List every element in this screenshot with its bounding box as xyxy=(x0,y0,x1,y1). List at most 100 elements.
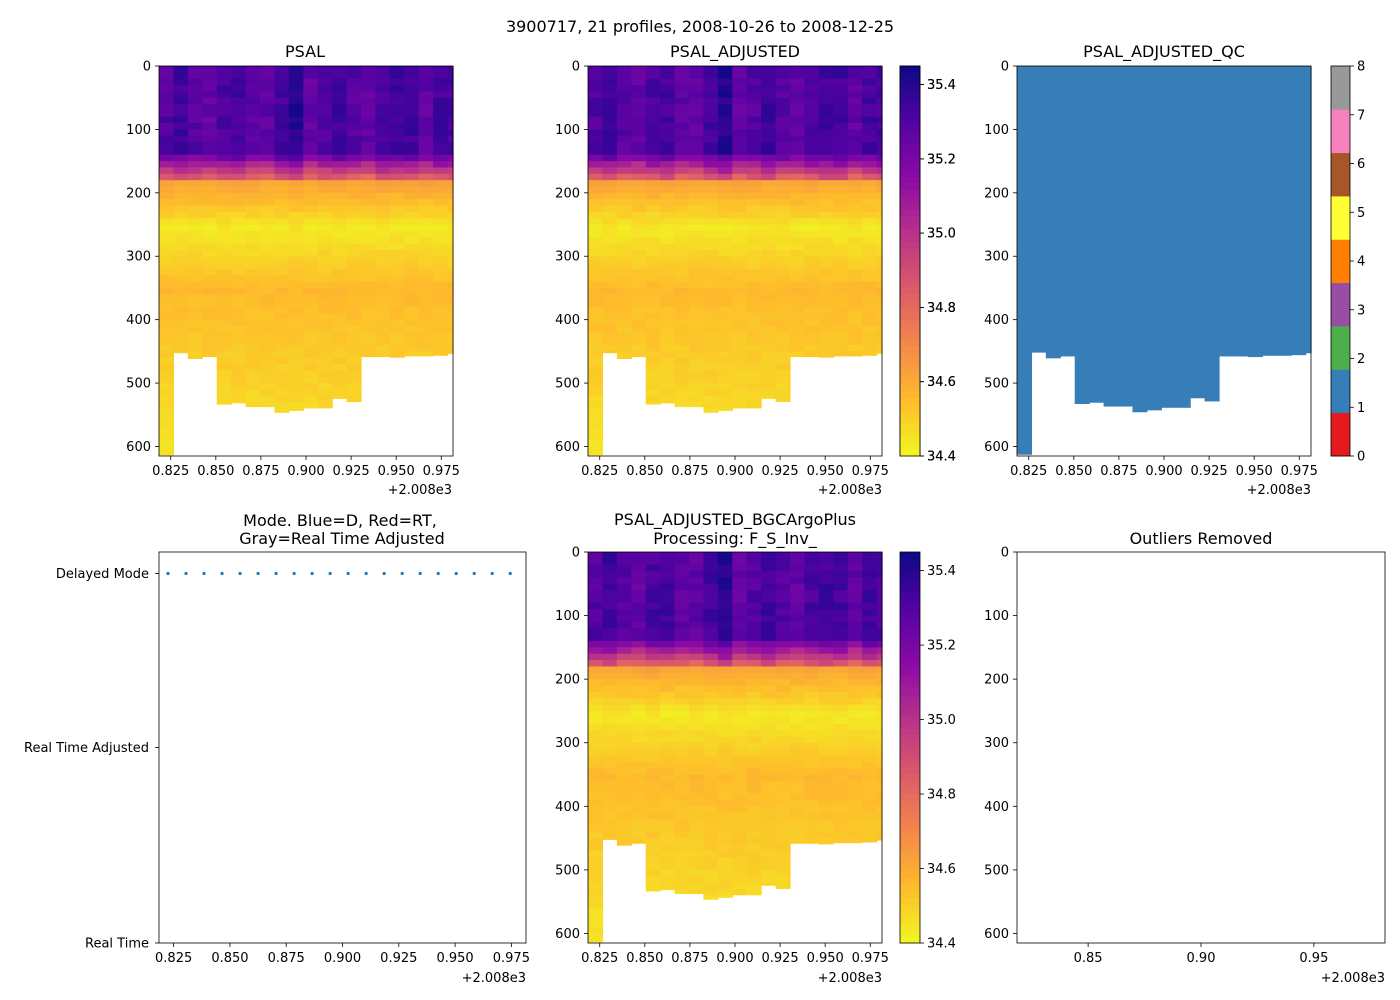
heatmap-cell xyxy=(660,857,676,865)
heatmap-cell xyxy=(317,123,333,131)
heatmap-cell xyxy=(274,249,290,257)
heatmap-cell xyxy=(173,199,189,207)
colorbar-step xyxy=(900,571,920,579)
heatmap-cell xyxy=(717,294,733,302)
heatmap-cells xyxy=(588,552,883,943)
heatmap-cell xyxy=(317,389,333,397)
heatmap-cell xyxy=(876,205,883,213)
heatmap-cell xyxy=(447,161,454,169)
heatmap-cell xyxy=(775,653,791,661)
heatmap-cell xyxy=(202,161,218,169)
heatmap-cell xyxy=(375,211,391,219)
heatmap-cell xyxy=(216,180,232,188)
heatmap-cell xyxy=(602,199,618,207)
heatmap-cell xyxy=(689,552,705,559)
heatmap-cell xyxy=(418,97,434,105)
heatmap-cell xyxy=(447,345,454,352)
heatmap-cell xyxy=(689,370,705,378)
heatmap-cell xyxy=(746,237,762,245)
heatmap-cell xyxy=(361,85,377,92)
heatmap-cell xyxy=(375,294,391,302)
heatmap-cell xyxy=(245,237,261,245)
heatmap-cell xyxy=(588,908,604,915)
heatmap-cell xyxy=(746,806,762,814)
colorbar-tick-label: 5 xyxy=(1357,206,1365,221)
heatmap-cell xyxy=(389,142,405,150)
heatmap-cell xyxy=(602,192,618,200)
heatmap-cell xyxy=(645,211,661,219)
heatmap-cell xyxy=(216,129,232,137)
heatmap-cell xyxy=(245,357,261,365)
heatmap-cell xyxy=(674,647,690,655)
heatmap-cell xyxy=(761,882,777,886)
heatmap-cell xyxy=(674,552,690,559)
heatmap-cell xyxy=(602,641,618,648)
heatmap-cell xyxy=(404,243,420,251)
heatmap-cell xyxy=(732,799,748,807)
heatmap-cell xyxy=(404,72,420,80)
heatmap-cell xyxy=(645,742,661,750)
heatmap-cell xyxy=(862,281,878,289)
heatmap-cell xyxy=(746,558,762,566)
heatmap-cell xyxy=(775,672,791,680)
heatmap-cell xyxy=(660,717,676,725)
heatmap-cell xyxy=(645,268,661,276)
heatmap-cell xyxy=(660,287,676,295)
heatmap-cell xyxy=(216,167,232,175)
heatmap-cell xyxy=(645,78,661,86)
x-tick-label: 0.950 xyxy=(378,464,415,479)
heatmap-cell xyxy=(660,192,676,200)
heatmap-cell xyxy=(804,704,820,712)
heatmap-cell xyxy=(231,224,247,232)
heatmap-cell xyxy=(346,154,362,162)
heatmap-cell xyxy=(433,142,449,150)
heatmap-cell xyxy=(346,116,362,124)
heatmap-cell xyxy=(674,844,690,852)
heatmap-cell xyxy=(588,205,604,213)
heatmap-cell xyxy=(847,628,863,636)
heatmap-cell xyxy=(876,749,883,757)
colorbar-step xyxy=(900,675,920,683)
heatmap-cell xyxy=(717,577,733,585)
heatmap-cell xyxy=(847,825,863,833)
heatmap-cell xyxy=(631,294,647,302)
heatmap-cell xyxy=(645,326,661,333)
heatmap-cell xyxy=(216,66,232,73)
heatmap-cell xyxy=(847,192,863,200)
heatmap-cell xyxy=(346,326,362,333)
heatmap-cell xyxy=(588,571,604,579)
heatmap-cell xyxy=(804,672,820,680)
heatmap-cell xyxy=(689,679,705,687)
heatmap-cell xyxy=(746,774,762,782)
colorbar-step xyxy=(900,682,920,690)
heatmap-cell xyxy=(732,774,748,782)
colorbar-tick-label: 35.2 xyxy=(927,152,956,167)
heatmap-cell xyxy=(689,110,705,118)
heatmap-cell xyxy=(833,306,849,314)
heatmap-cell xyxy=(346,161,362,169)
heatmap-cell xyxy=(389,199,405,207)
heatmap-cell xyxy=(389,300,405,308)
heatmap-cell xyxy=(761,596,777,604)
axes: 0.825 0.850 0.875 0.900 0.925 0.950 0.97501002… xyxy=(555,60,889,480)
heatmap-cell xyxy=(833,672,849,680)
heatmap-cell xyxy=(245,313,261,321)
colorbar-step xyxy=(900,274,920,281)
heatmap-cell xyxy=(631,825,647,833)
heatmap-cell xyxy=(216,281,232,289)
heatmap-cell xyxy=(231,186,247,194)
heatmap-cell xyxy=(645,768,661,776)
heatmap-cell xyxy=(732,685,748,693)
heatmap-cell xyxy=(588,895,604,903)
heatmap-cell xyxy=(216,262,232,270)
heatmap-cell xyxy=(303,161,319,169)
y-tick-label: 600 xyxy=(984,440,1009,455)
heatmap-cell xyxy=(761,345,777,352)
heatmap-cell xyxy=(645,888,661,892)
heatmap-cell xyxy=(761,564,777,572)
heatmap-cell xyxy=(616,590,632,598)
heatmap-cell xyxy=(674,679,690,687)
heatmap-cell xyxy=(616,110,632,118)
heatmap-cell xyxy=(645,186,661,194)
heatmap-cell xyxy=(732,326,748,333)
